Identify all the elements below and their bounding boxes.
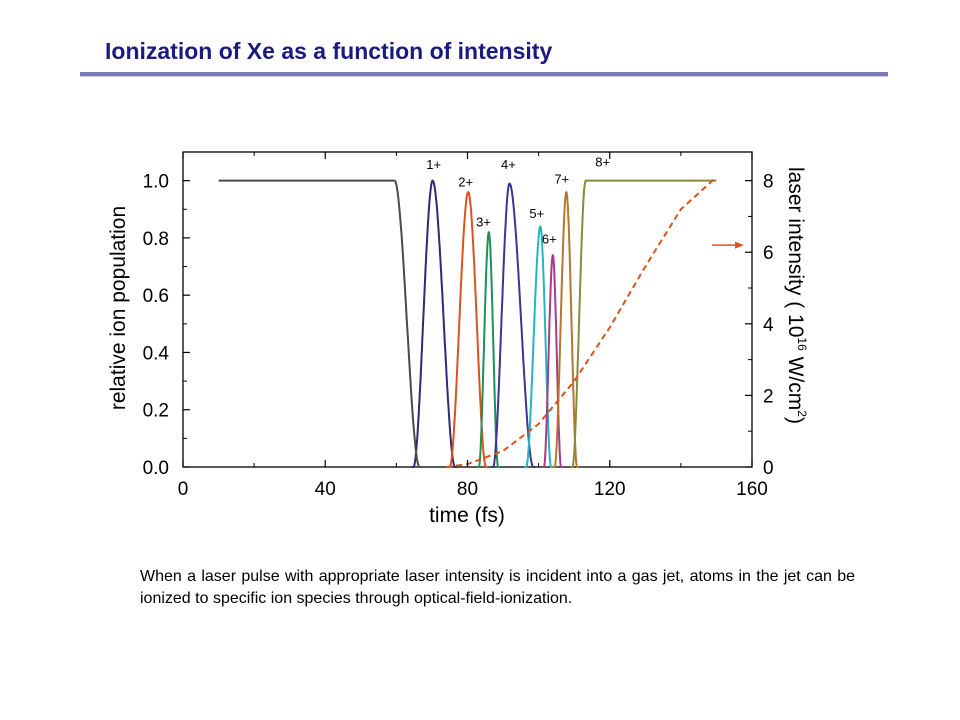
x-axis-label: time (fs) [429, 504, 505, 527]
ion-population-chart: 1+2+3+4+5+6+7+8+ 0 40 80 120 1600.00.20.40.6… [107, 151, 809, 527]
y2-tick-label: 6 [763, 243, 774, 264]
y-tick-label: 0.6 [143, 286, 169, 307]
x-tick-label: 0 [178, 479, 189, 500]
right-axis-label-exponent: 2 [795, 410, 809, 417]
series-label: 7+ [554, 172, 569, 187]
series-curve-4- [490, 182, 536, 468]
series-curve-1- [411, 179, 458, 468]
axis-arrow-head [735, 241, 744, 249]
y-tick-label: 0.2 [143, 401, 169, 422]
right-axis-label-exponent: 16 [795, 337, 809, 351]
x-tick-label: 40 [315, 479, 336, 500]
y2-tick-label: 8 [763, 172, 774, 193]
right-axis-label: laser intensity ( 1016 W/cm2) [784, 167, 809, 424]
series-label: 2+ [458, 174, 473, 189]
right-axis-label-segment: ) [784, 417, 807, 424]
x-tick-label: 120 [594, 479, 626, 500]
slide-caption: When a laser pulse with appropriate lase… [140, 568, 855, 607]
y-tick-label: 0.0 [143, 458, 169, 479]
series-curve-neutral [218, 179, 421, 468]
series-curve-6- [541, 254, 564, 468]
right-axis-label-segment: laser intensity ( 10 [784, 167, 807, 337]
series-label: 3+ [476, 214, 491, 229]
x-tick-label: 160 [736, 479, 768, 500]
series-label: 5+ [529, 206, 544, 221]
series-curve-laser-intensity [446, 176, 718, 468]
y-tick-label: 0.8 [143, 229, 169, 250]
right-axis-label-text: laser intensity ( 1016 W/cm2) [784, 167, 809, 424]
series-label: 1+ [426, 157, 441, 172]
y-axis-label: relative ion population [107, 206, 130, 410]
y2-tick-label: 2 [763, 386, 774, 407]
series-label: 4+ [501, 157, 516, 172]
series-curve-8- [570, 179, 717, 468]
slide-title: Ionization of Xe as a function of intens… [105, 38, 553, 64]
series-curve-7- [552, 191, 580, 468]
series-label: 6+ [542, 232, 557, 247]
series-label: 8+ [595, 154, 610, 169]
y-tick-label: 1.0 [143, 172, 169, 193]
title-rule [80, 72, 888, 76]
y-tick-label: 0.4 [143, 343, 170, 364]
right-axis-label-segment: W/cm [784, 351, 807, 410]
x-tick-label: 80 [457, 479, 478, 500]
series-curve-5- [523, 225, 554, 468]
y2-tick-label: 0 [763, 458, 774, 479]
y2-tick-label: 4 [763, 315, 774, 336]
title-rule-shadow [80, 76, 888, 77]
plot-frame [182, 151, 753, 468]
